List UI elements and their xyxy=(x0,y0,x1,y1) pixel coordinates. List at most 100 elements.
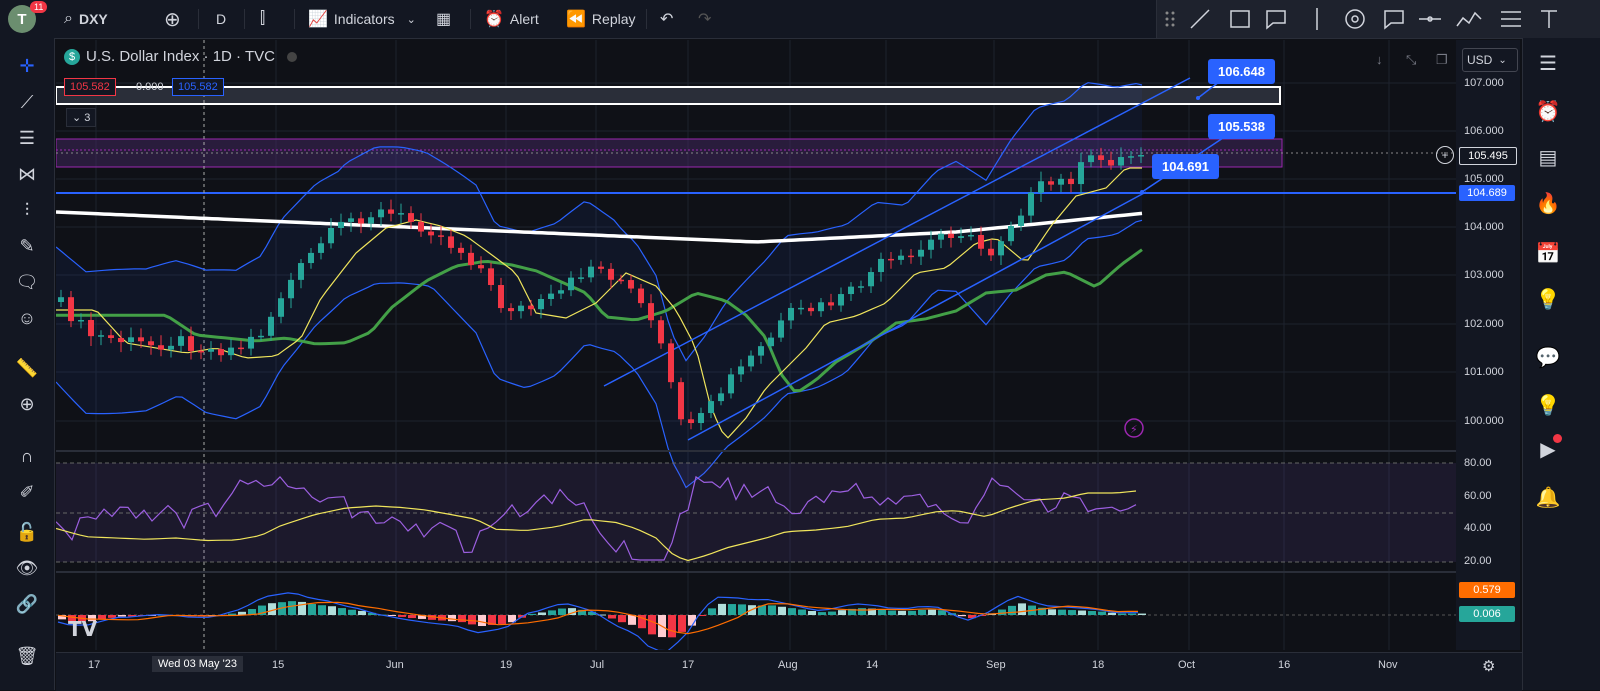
candle xyxy=(898,255,904,260)
macd-bar xyxy=(1108,612,1116,615)
macd-bar xyxy=(618,615,626,623)
chat-icon[interactable]: 💬 xyxy=(1535,346,1561,369)
drawing-toolbar xyxy=(1156,0,1600,38)
compare-button[interactable]: ⊕ xyxy=(164,0,187,38)
trash-icon[interactable]: 🗑 xyxy=(15,645,39,666)
sell-price[interactable]: 105.582 xyxy=(64,78,116,96)
macd-bar xyxy=(68,615,76,621)
interval-button[interactable]: D xyxy=(216,11,227,27)
crosshair-icon[interactable]: ✛ xyxy=(19,55,35,76)
price-axis[interactable]: USD ⌄ 107.000 106.000 105.000 104.000 103… xyxy=(1456,40,1520,650)
macd-bar xyxy=(778,606,786,615)
pattern-icon[interactable]: ⋈ xyxy=(18,163,36,184)
macd-bar xyxy=(398,615,406,617)
svg-text:⚡: ⚡ xyxy=(1130,423,1138,436)
link-icon[interactable]: 🔗 xyxy=(15,593,39,614)
candle xyxy=(288,279,294,299)
alert-button[interactable]: ⏰ Alert xyxy=(484,11,539,28)
macd-bar xyxy=(918,609,926,615)
watchlist-icon[interactable]: ☰ xyxy=(1539,52,1557,75)
indicators-button[interactable]: 📈 Indicators ⌄ xyxy=(308,11,416,28)
spread-value: 0.000 xyxy=(136,81,164,93)
candle xyxy=(1128,156,1134,158)
redo-button[interactable]: ↷ xyxy=(698,0,717,38)
macd-hist-tag: 0.006 xyxy=(1459,606,1515,622)
callout-low[interactable]: 104.691 xyxy=(1152,154,1219,179)
candle xyxy=(1078,162,1084,185)
candle xyxy=(988,248,994,256)
candle xyxy=(908,255,914,258)
notifications-icon[interactable]: 🔔 xyxy=(1535,486,1561,509)
macd-bar xyxy=(628,615,636,625)
eye-icon[interactable]: 👁 xyxy=(15,557,39,578)
candle xyxy=(698,413,704,424)
lightning-icon[interactable] xyxy=(1124,418,1144,438)
stream-live-dot xyxy=(1553,434,1562,443)
candle xyxy=(598,266,604,269)
candle xyxy=(948,233,954,238)
callout-mid[interactable]: 105.538 xyxy=(1208,114,1275,139)
candle xyxy=(728,374,734,394)
chart-legend: $ U.S. Dollar Index · 1D · TVC xyxy=(64,48,297,65)
calendar-icon[interactable]: 📅 xyxy=(1535,242,1561,265)
candle xyxy=(258,335,264,338)
chart-type-button[interactable]: ⫿ xyxy=(260,0,271,38)
macd-bar xyxy=(498,615,506,624)
candle xyxy=(1038,181,1044,193)
alarm-clock-icon[interactable]: ⏰ xyxy=(1535,100,1561,123)
candle xyxy=(378,209,384,218)
candle xyxy=(338,221,344,229)
macd-bar xyxy=(818,612,826,615)
collapse-icon[interactable]: ⤡ xyxy=(1406,52,1417,67)
buy-price[interactable]: 105.582 xyxy=(172,78,224,96)
annotation-icon[interactable]: 🗨 xyxy=(15,271,39,292)
macd-bar xyxy=(528,613,536,615)
macd-bar xyxy=(1018,603,1026,615)
add-alert-icon[interactable]: + xyxy=(1436,146,1454,164)
candle xyxy=(888,258,894,261)
candle xyxy=(238,347,244,350)
streams-icon[interactable]: ▶ xyxy=(1540,438,1556,461)
settings-gear-icon[interactable]: ⚙ xyxy=(1482,658,1496,675)
indicators-toggle[interactable]: ⌄ 3 xyxy=(66,108,97,127)
lock-drawing-icon[interactable]: ✐ xyxy=(19,481,35,502)
callout-top[interactable]: 106.648 xyxy=(1208,59,1275,84)
zoom-icon[interactable]: ⊕ xyxy=(19,393,35,414)
price-chart[interactable]: ⚡ TV xyxy=(56,40,1456,650)
ideas-icon[interactable]: 💡 xyxy=(1535,288,1561,311)
macd-bar xyxy=(468,615,476,625)
candle xyxy=(318,243,324,253)
candle xyxy=(628,280,634,289)
macd-bar xyxy=(318,605,326,615)
macd-bar xyxy=(808,611,816,615)
prediction-icon[interactable]: ⫶ xyxy=(24,199,30,220)
fib-icon[interactable]: ☰ xyxy=(18,127,36,148)
ruler-icon[interactable]: 📏 xyxy=(15,357,39,378)
symbol-search[interactable]: ⌕ DXY xyxy=(64,10,108,27)
macd-bar xyxy=(88,615,96,622)
replay-button[interactable]: ⏪ Replay xyxy=(566,11,636,28)
macd-bar xyxy=(388,615,396,616)
magnet-icon[interactable]: ∩ xyxy=(20,445,34,466)
brush-icon[interactable]: ✎ xyxy=(19,235,35,256)
restore-icon[interactable]: ❐ xyxy=(1436,52,1448,67)
candle xyxy=(408,213,414,222)
hotlist-icon[interactable]: 🔥 xyxy=(1535,192,1561,215)
trendline-icon[interactable]: ⟋ xyxy=(20,91,34,112)
lock-icon[interactable]: 🔓 xyxy=(15,521,39,542)
macd-bar xyxy=(258,605,266,615)
symbol-title[interactable]: U.S. Dollar Index · 1D · TVC xyxy=(86,48,275,65)
macd-bar xyxy=(728,604,736,615)
templates-button[interactable]: ▦ xyxy=(436,0,457,38)
macd-bar xyxy=(1058,609,1066,615)
currency-select[interactable]: USD ⌄ xyxy=(1462,48,1518,72)
undo-button[interactable]: ↶ xyxy=(660,0,679,38)
arrow-down-icon[interactable]: ↓ xyxy=(1376,52,1383,67)
redo-icon: ↷ xyxy=(698,11,712,28)
emoji-icon[interactable]: ☺ xyxy=(17,307,37,328)
time-axis[interactable]: 17 Wed 03 May '23 15 Jun 19 Jul 17 Aug 1… xyxy=(56,652,1522,691)
chevron-down-icon: ⌄ xyxy=(406,13,416,26)
data-window-icon[interactable]: ▤ xyxy=(1538,146,1558,169)
candle xyxy=(708,401,714,414)
signals-icon[interactable]: 💡 xyxy=(1535,394,1561,417)
